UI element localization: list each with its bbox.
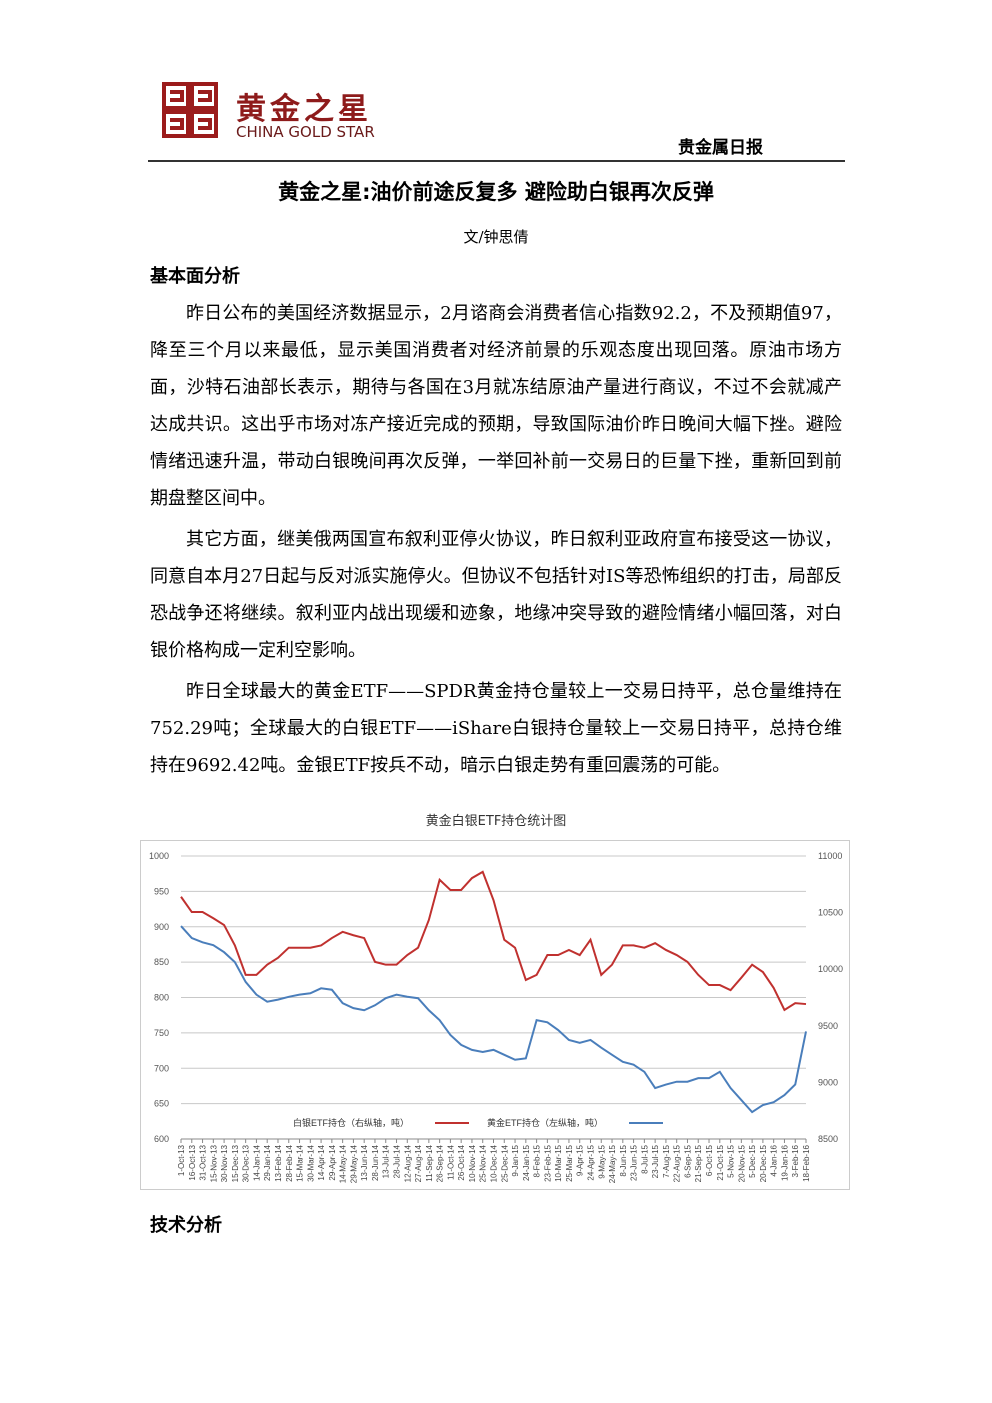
x-tick-label: 16-Oct-13 xyxy=(188,1144,197,1180)
x-tick-label: 26-Sep-14 xyxy=(436,1144,445,1182)
section-heading: 基本面分析 xyxy=(150,266,240,287)
x-tick-label: 13-Jul-14 xyxy=(382,1144,391,1178)
y2-tick-label: 10500 xyxy=(818,908,843,918)
y-tick-label: 650 xyxy=(154,1099,169,1109)
x-tick-label: 23-Feb-15 xyxy=(543,1144,552,1181)
x-tick-label: 29-Apr-14 xyxy=(328,1144,337,1180)
x-tick-label: 21-Sep-15 xyxy=(694,1144,703,1182)
paragraph: 昨日全球最大的黄金ETF——SPDR黄金持仓量较上一交易日持平，总仓量维持在75… xyxy=(150,681,842,776)
x-tick-label: 9-Jan-15 xyxy=(511,1144,520,1176)
author: 文/钟思倩 xyxy=(463,228,529,246)
y-tick-label: 950 xyxy=(154,886,169,896)
x-tick-label: 3-Feb-16 xyxy=(791,1144,800,1177)
legend-label: 黄金ETF持仓（左纵轴，吨） xyxy=(487,1117,603,1128)
x-tick-label: 25-Nov-14 xyxy=(479,1144,488,1182)
y2-tick-label: 9000 xyxy=(818,1077,838,1087)
x-tick-label: 29-Jan-14 xyxy=(263,1144,272,1181)
y-tick-label: 1000 xyxy=(149,851,169,861)
x-tick-label: 14-Jan-14 xyxy=(252,1144,261,1181)
series-line xyxy=(180,870,807,1012)
x-tick-label: 27-Aug-14 xyxy=(414,1144,423,1182)
x-tick-label: 11-Oct-14 xyxy=(446,1144,455,1180)
report-type: 贵金属日报 xyxy=(678,138,763,158)
logo-icon xyxy=(162,82,218,138)
x-tick-label: 15-Mar-14 xyxy=(296,1144,305,1181)
x-tick-label: 30-Dec-13 xyxy=(242,1144,251,1182)
x-tick-label: 5-Nov-15 xyxy=(727,1144,736,1177)
y-tick-label: 700 xyxy=(154,1063,169,1073)
y2-tick-label: 11000 xyxy=(818,851,842,861)
brand-en: CHINA GOLD STAR xyxy=(236,123,375,141)
x-tick-label: 31-Oct-13 xyxy=(199,1144,208,1180)
x-tick-label: 14-May-14 xyxy=(339,1144,348,1183)
x-tick-label: 7-Aug-15 xyxy=(662,1144,671,1177)
x-tick-label: 26-Oct-14 xyxy=(457,1144,466,1180)
x-tick-label: 5-Dec-15 xyxy=(748,1144,757,1177)
x-tick-label: 8-Jun-15 xyxy=(619,1144,628,1176)
legend-label: 白银ETF持仓（右纵轴，吨） xyxy=(293,1117,409,1128)
x-tick-label: 12-Aug-14 xyxy=(403,1144,412,1182)
y-tick-label: 600 xyxy=(154,1134,169,1144)
y2-tick-label: 9500 xyxy=(818,1021,838,1031)
header-rule xyxy=(148,160,845,162)
paragraph: 昨日公布的美国经济数据显示，2月谘商会消费者信心指数92.2，不及预期值97，降… xyxy=(150,303,842,509)
x-tick-label: 8-Feb-15 xyxy=(533,1144,542,1177)
brand: 黄金之星 xyxy=(236,92,372,127)
x-tick-label: 30-Mar-14 xyxy=(306,1144,315,1181)
x-tick-label: 13-Feb-14 xyxy=(274,1144,283,1181)
x-tick-label: 24-Apr-15 xyxy=(586,1144,595,1180)
body: 昨日公布的美国经济数据显示，2月谘商会消费者信心指数92.2，不及预期值97，降… xyxy=(150,295,842,788)
x-tick-label: 23-Jul-15 xyxy=(651,1144,660,1178)
x-tick-label: 21-Oct-15 xyxy=(716,1144,725,1180)
x-tick-label: 28-Jun-14 xyxy=(371,1144,380,1181)
x-tick-label: 29-May-14 xyxy=(349,1144,358,1183)
x-tick-label: 19-Jan-16 xyxy=(780,1144,789,1181)
x-tick-label: 24-Jan-15 xyxy=(522,1144,531,1181)
x-tick-label: 6-Oct-15 xyxy=(705,1144,714,1176)
section-heading: 技术分析 xyxy=(150,1215,222,1236)
paragraph: 其它方面，继美俄两国宣布叙利亚停火协议，昨日叙利亚政府宣布接受这一协议，同意自本… xyxy=(150,529,842,661)
x-tick-label: 20-Nov-15 xyxy=(737,1144,746,1182)
x-tick-label: 25-Mar-15 xyxy=(565,1144,574,1181)
x-tick-label: 9-Apr-15 xyxy=(576,1144,585,1176)
x-tick-label: 25-Dec-14 xyxy=(500,1144,509,1182)
x-tick-label: 24-May-15 xyxy=(608,1144,617,1183)
y-tick-label: 800 xyxy=(154,993,169,1003)
x-tick-label: 30-Nov-13 xyxy=(220,1144,229,1182)
x-tick-label: 14-Apr-14 xyxy=(317,1144,326,1180)
x-tick-label: 13-Jun-14 xyxy=(360,1144,369,1181)
chart-caption: 黄金白银ETF持仓统计图 xyxy=(425,814,567,829)
x-tick-label: 4-Jan-16 xyxy=(770,1144,779,1176)
x-tick-label: 1-Oct-13 xyxy=(177,1144,186,1176)
y2-tick-label: 10000 xyxy=(818,964,843,974)
title: 黄金之星:油价前途反复多 避险助白银再次反弹 xyxy=(278,180,714,204)
y-tick-label: 750 xyxy=(154,1028,169,1038)
x-tick-label: 18-Feb-16 xyxy=(802,1144,811,1181)
x-tick-label: 15-Dec-13 xyxy=(231,1144,240,1182)
y2-tick-label: 8500 xyxy=(818,1134,838,1144)
x-tick-label: 15-Nov-13 xyxy=(209,1144,218,1182)
x-tick-label: 8-Jul-15 xyxy=(640,1144,649,1173)
x-tick-label: 28-Jul-14 xyxy=(393,1144,402,1178)
x-tick-label: 28-Feb-14 xyxy=(285,1144,294,1181)
x-tick-label: 20-Dec-15 xyxy=(759,1144,768,1182)
x-tick-label: 9-May-15 xyxy=(597,1144,606,1178)
x-tick-label: 10-Nov-14 xyxy=(468,1144,477,1182)
y-tick-label: 900 xyxy=(154,922,169,932)
x-tick-label: 10-Mar-15 xyxy=(554,1144,563,1181)
chart-border xyxy=(140,840,850,1190)
series-line xyxy=(180,925,807,1114)
x-tick-label: 6-Sep-15 xyxy=(683,1144,692,1177)
y-tick-label: 850 xyxy=(154,957,169,967)
x-tick-label: 11-Sep-14 xyxy=(425,1144,434,1181)
x-tick-label: 10-Dec-14 xyxy=(490,1144,499,1182)
x-tick-label: 23-Jun-15 xyxy=(630,1144,639,1181)
x-tick-label: 22-Aug-15 xyxy=(673,1144,682,1182)
chart: 600 650 700 750 800 850 900 950 1000 8500 9000 9500… xyxy=(140,840,850,1190)
